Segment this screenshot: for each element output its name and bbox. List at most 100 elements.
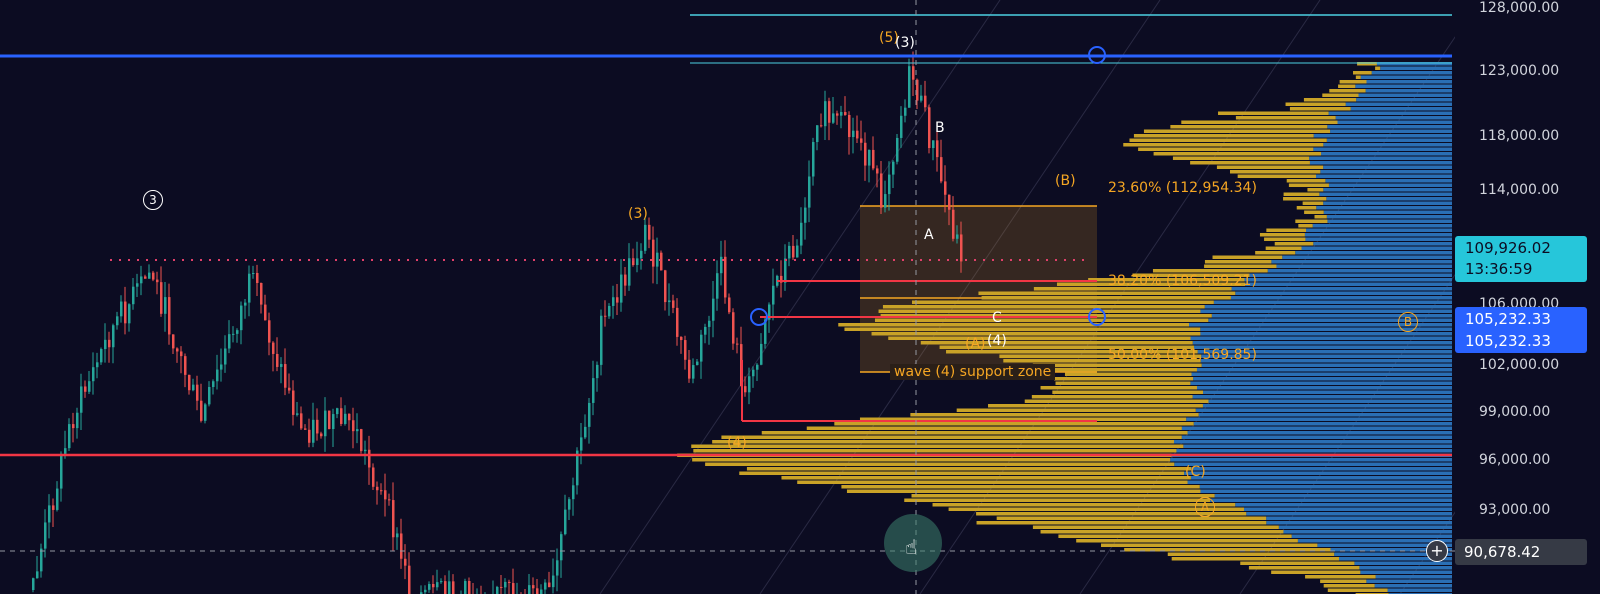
candle-body bbox=[388, 499, 391, 501]
candle-body bbox=[940, 157, 943, 182]
price-chart[interactable] bbox=[0, 0, 1455, 594]
candle-body bbox=[132, 286, 135, 305]
candle-body bbox=[728, 297, 731, 313]
profile-bar-gold bbox=[1056, 282, 1246, 286]
profile-bar-blue bbox=[1326, 215, 1452, 219]
candle-body bbox=[816, 125, 819, 143]
wave-a-paren-label: (A) bbox=[965, 336, 986, 352]
profile-bar-blue bbox=[1208, 318, 1452, 322]
profile-bar-blue bbox=[1323, 143, 1452, 147]
profile-bar-gold bbox=[834, 422, 1194, 426]
profile-bar-blue bbox=[1186, 417, 1452, 421]
profile-bar-gold bbox=[1040, 530, 1284, 534]
profile-bar-blue bbox=[1170, 458, 1452, 462]
profile-bar-gold bbox=[878, 309, 1201, 313]
profile-bar-blue bbox=[1243, 507, 1452, 511]
candle-body bbox=[840, 112, 843, 116]
profile-bar-gold bbox=[1271, 570, 1361, 574]
profile-bar-gold bbox=[841, 485, 1200, 489]
candle-body bbox=[656, 252, 659, 267]
profile-bar-blue bbox=[1245, 282, 1452, 286]
profile-bar-blue bbox=[1181, 426, 1452, 430]
profile-bar-blue bbox=[1231, 287, 1452, 291]
candle-body bbox=[556, 560, 559, 576]
candle-body bbox=[928, 107, 931, 149]
profile-bar-gold bbox=[904, 498, 1211, 502]
candle-body bbox=[172, 334, 175, 349]
candle-body bbox=[76, 412, 79, 429]
candle-body bbox=[120, 301, 123, 317]
candle-body bbox=[452, 581, 455, 594]
candle-body bbox=[576, 450, 579, 486]
profile-bar-blue bbox=[1321, 152, 1452, 156]
profile-bar-blue bbox=[1375, 575, 1452, 579]
price-axis[interactable]: 128,000.00 123,000.00 118,000.00 114,000.00… bbox=[1455, 0, 1600, 594]
profile-bar-gold bbox=[781, 476, 1191, 480]
profile-bar-gold bbox=[882, 305, 1205, 309]
candle-body bbox=[648, 224, 651, 240]
profile-bar-gold bbox=[1283, 197, 1327, 201]
candle-body bbox=[356, 429, 359, 432]
candle-body bbox=[192, 384, 195, 391]
candle-body bbox=[560, 534, 563, 561]
profile-bar-blue bbox=[1184, 471, 1452, 475]
profile-bar-gold bbox=[705, 462, 1175, 466]
candle-body bbox=[256, 273, 259, 284]
profile-bar-blue bbox=[1187, 431, 1452, 435]
candle-body bbox=[44, 522, 47, 549]
candle-body bbox=[288, 387, 291, 391]
profile-bar-blue bbox=[1320, 170, 1452, 174]
profile-bar-gold bbox=[946, 350, 1198, 354]
candle-body bbox=[528, 585, 531, 594]
candle-body bbox=[196, 384, 199, 401]
profile-bar-gold bbox=[1058, 534, 1292, 538]
profile-bar-gold bbox=[981, 296, 1231, 300]
profile-bar-blue bbox=[1191, 372, 1452, 376]
profile-bar-blue bbox=[1202, 404, 1452, 408]
profile-bar-gold bbox=[712, 440, 1174, 444]
profile-bar-blue bbox=[1355, 84, 1452, 88]
profile-bar-gold bbox=[1152, 269, 1268, 273]
profile-bar-blue bbox=[1328, 183, 1452, 187]
profile-bar-blue bbox=[1201, 363, 1452, 367]
candle-body bbox=[344, 413, 347, 424]
add-alert-button[interactable]: + bbox=[1426, 540, 1448, 562]
candle-body bbox=[248, 273, 251, 303]
profile-bar-blue bbox=[1312, 224, 1452, 228]
candle-body bbox=[436, 582, 439, 588]
wave-b-paren-label: (B) bbox=[1055, 173, 1076, 189]
candle-body bbox=[464, 580, 467, 594]
candle-body bbox=[788, 245, 791, 259]
candle-body bbox=[720, 256, 723, 274]
candle-body bbox=[808, 176, 811, 208]
candle-body bbox=[80, 386, 83, 413]
profile-bar-gold bbox=[1329, 89, 1366, 93]
profile-bar-blue bbox=[1200, 489, 1452, 493]
candle-body bbox=[500, 586, 503, 588]
profile-bar-blue bbox=[1192, 395, 1452, 399]
profile-bar-gold bbox=[806, 426, 1182, 430]
candle-body bbox=[764, 319, 767, 344]
profile-bar-blue bbox=[1354, 561, 1452, 565]
profile-bar-blue bbox=[1317, 543, 1452, 547]
profile-bar-gold bbox=[939, 345, 1194, 349]
profile-bar-blue bbox=[1230, 296, 1452, 300]
profile-bar-blue bbox=[1196, 386, 1452, 390]
candle-body bbox=[540, 589, 543, 594]
profile-bar-gold bbox=[1129, 138, 1327, 142]
candle-body bbox=[200, 400, 203, 421]
profile-bar-blue bbox=[1366, 80, 1452, 84]
wave-c-paren-label: (C) bbox=[1185, 464, 1206, 480]
profile-bar-blue bbox=[1187, 480, 1452, 484]
profile-bar-gold bbox=[1132, 273, 1250, 277]
candle-body bbox=[104, 339, 107, 350]
wave-a-label: A bbox=[924, 227, 934, 243]
profile-bar-blue bbox=[1328, 111, 1452, 115]
candle-body bbox=[32, 578, 35, 590]
profile-bar-blue bbox=[1330, 548, 1452, 552]
candle-body bbox=[644, 224, 647, 251]
profile-bar-blue bbox=[1211, 314, 1452, 318]
profile-bar-blue bbox=[1193, 422, 1452, 426]
profile-bar-gold bbox=[1327, 588, 1388, 592]
profile-bar-blue bbox=[1195, 408, 1452, 412]
